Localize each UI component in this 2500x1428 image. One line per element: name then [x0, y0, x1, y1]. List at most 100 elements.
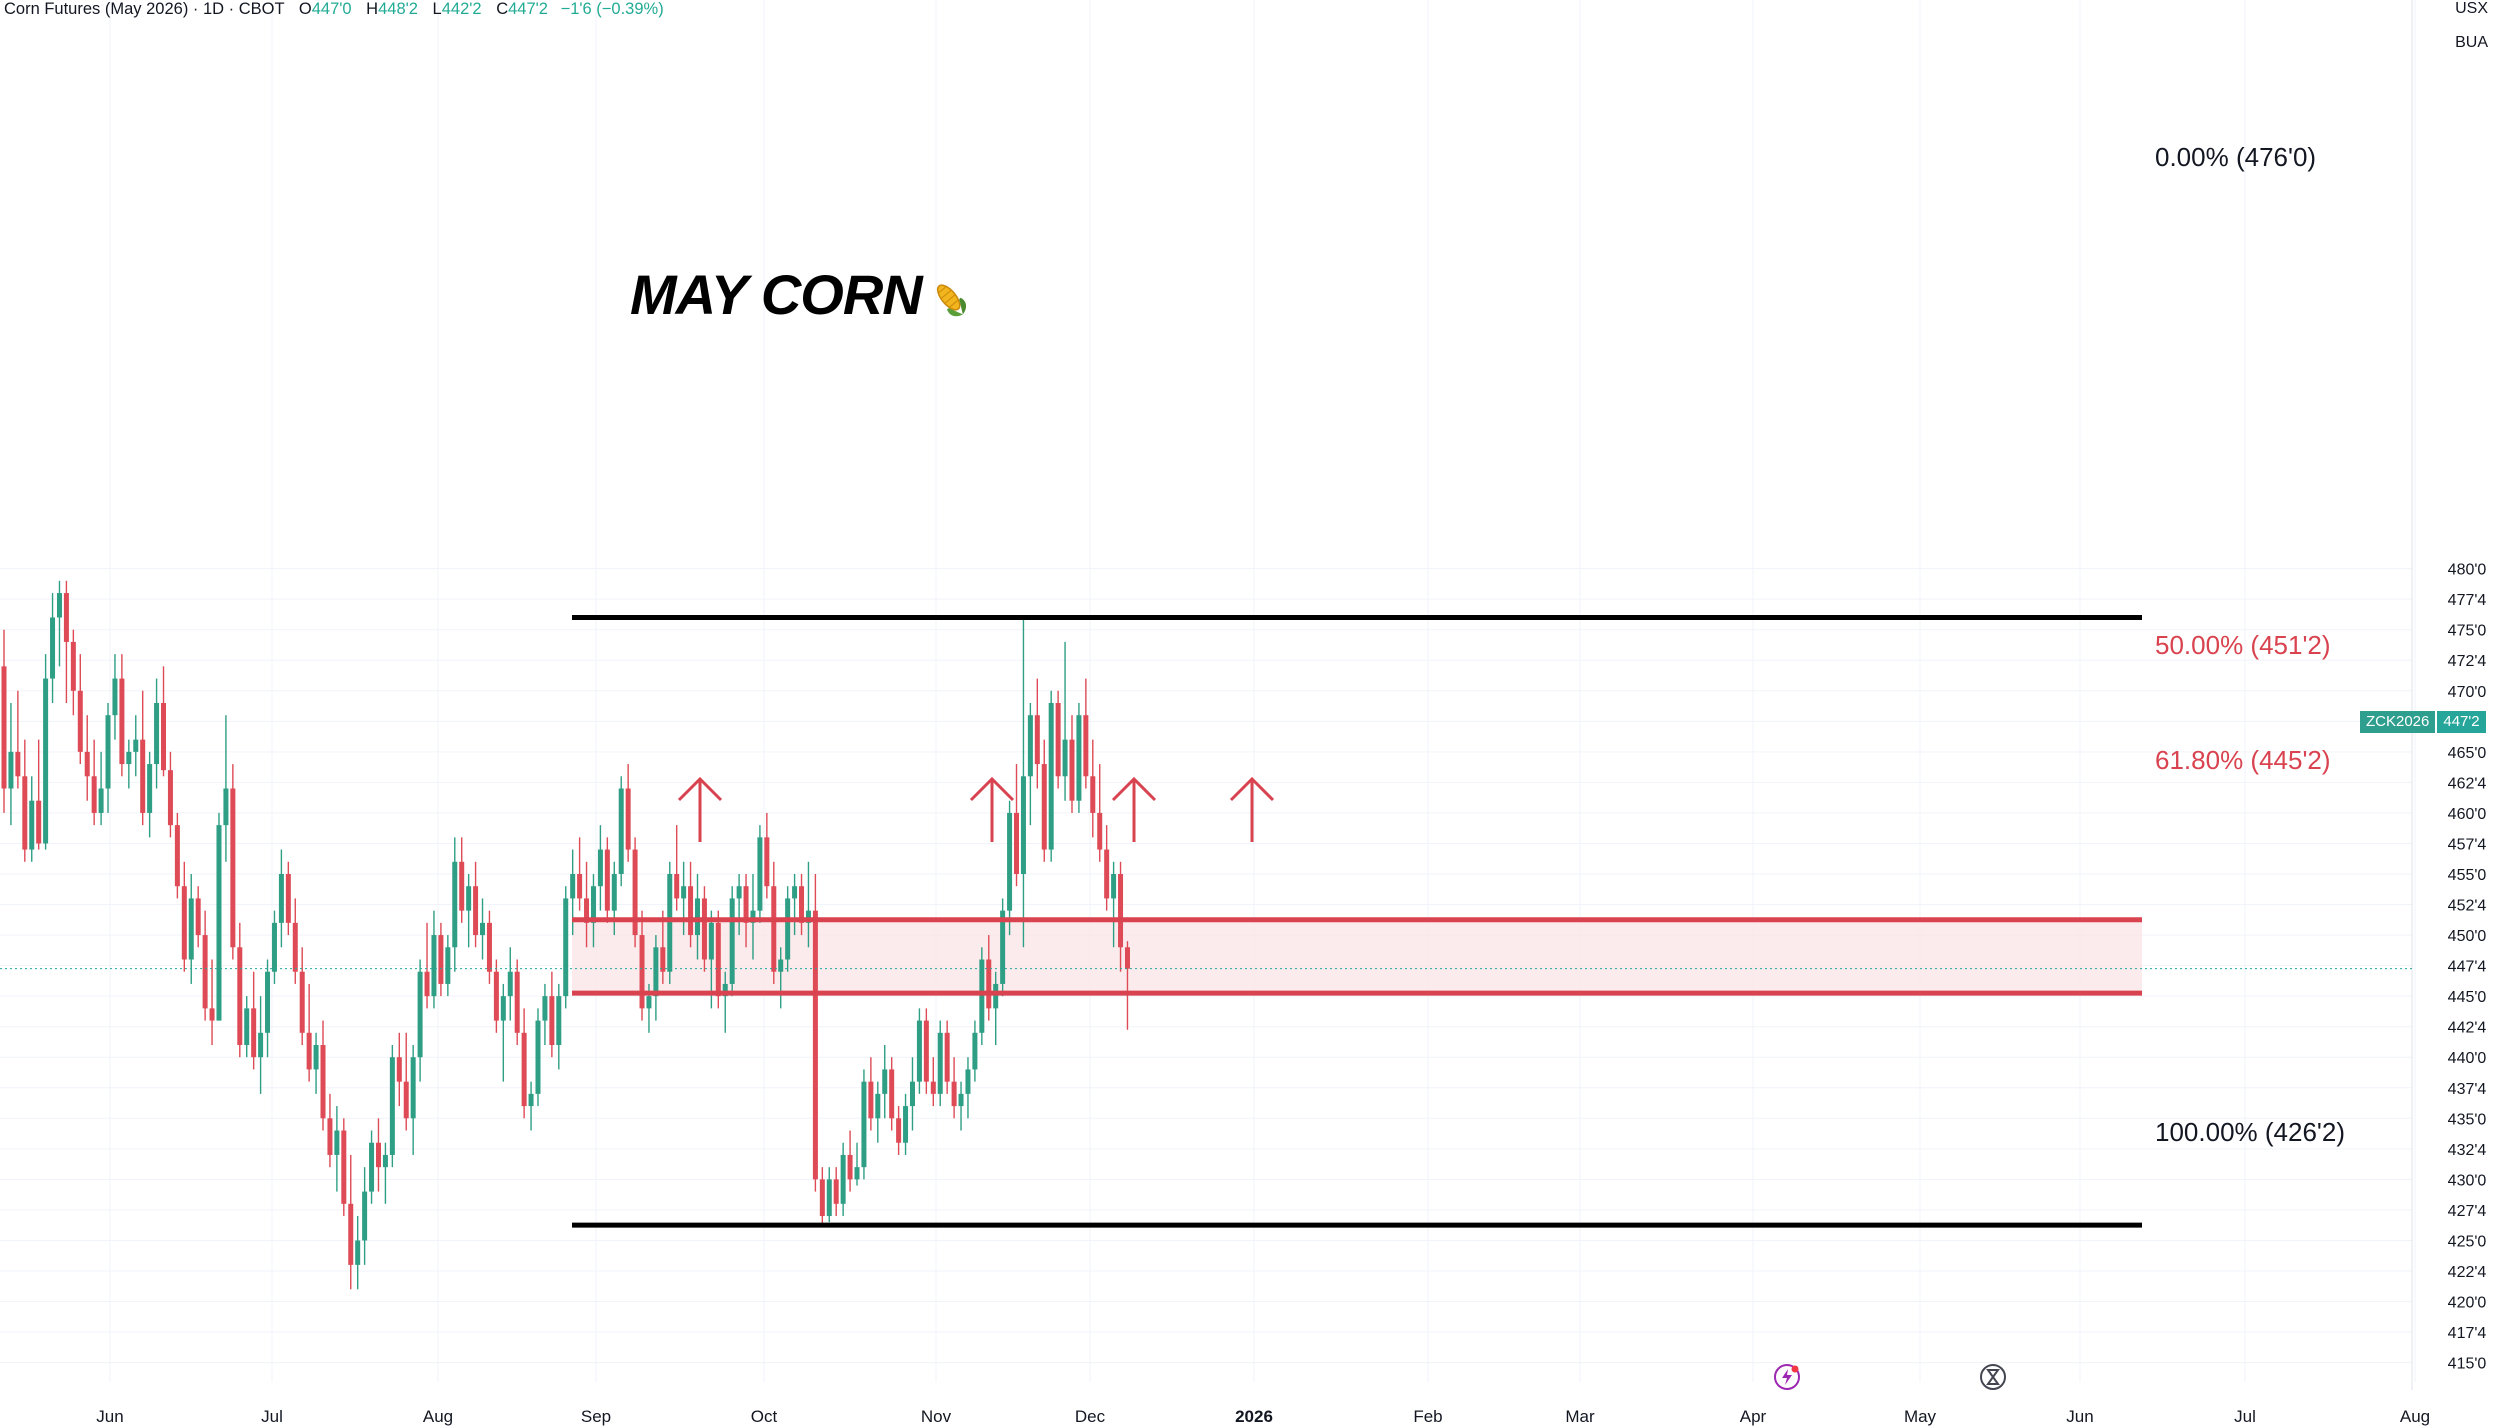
- candle-body: [889, 1069, 895, 1119]
- candle-body: [320, 1045, 326, 1119]
- candle-body: [563, 898, 569, 997]
- candle-body: [438, 935, 444, 984]
- candle-body: [785, 898, 791, 960]
- candle-body: [500, 996, 506, 1021]
- candle-body: [452, 861, 458, 948]
- candle-body: [396, 1057, 402, 1082]
- candle-body: [923, 1020, 929, 1082]
- candle-body: [1041, 764, 1047, 850]
- y-tick-label: 480'0: [2448, 562, 2487, 579]
- y-tick-label: 425'0: [2448, 1233, 2487, 1250]
- candle-body: [417, 971, 423, 1058]
- annotation-title: MAY CORN: [630, 262, 972, 327]
- candle-body: [542, 996, 548, 1021]
- candle-body: [126, 751, 132, 765]
- up-arrow-icon[interactable]: [969, 776, 1015, 842]
- up-arrow-icon[interactable]: [677, 776, 723, 842]
- up-arrow-icon[interactable]: [1111, 776, 1157, 842]
- change-value: −1'6 (−0.39%): [560, 0, 664, 18]
- candle-body: [140, 739, 146, 813]
- y-tick-label: 442'4: [2448, 1020, 2487, 1037]
- candle-body: [958, 1093, 964, 1107]
- candle-body: [112, 678, 118, 716]
- y-tick-label: 440'0: [2448, 1050, 2487, 1067]
- candle-body: [424, 971, 430, 997]
- candle-body: [278, 874, 284, 923]
- candle-body: [590, 886, 596, 923]
- candle-body: [50, 617, 56, 679]
- annotation-title-text: MAY CORN: [630, 263, 923, 326]
- y-tick-label: 452'4: [2448, 898, 2487, 915]
- candle-body: [1104, 849, 1110, 899]
- candle-body: [29, 800, 35, 850]
- candle-body: [362, 1191, 368, 1241]
- candle-body: [43, 678, 49, 844]
- candle-body: [147, 764, 153, 813]
- candle-body: [299, 971, 305, 1033]
- candle-body: [216, 825, 222, 1021]
- candle-body: [819, 1179, 825, 1217]
- candle-body: [355, 1240, 361, 1265]
- candle-body: [701, 898, 707, 960]
- candle-body: [202, 935, 208, 1009]
- last-price-value: 447'2: [2437, 711, 2486, 733]
- y-tick-label: 430'0: [2448, 1172, 2487, 1189]
- candle-body: [778, 959, 784, 972]
- candle-body: [951, 1081, 957, 1107]
- y-tick-label: 437'4: [2448, 1081, 2487, 1098]
- y-tick-label: 447'4: [2448, 959, 2487, 976]
- hourglass-icon[interactable]: [1978, 1362, 2008, 1392]
- candle-body: [265, 971, 271, 1033]
- candle-body: [909, 1081, 915, 1107]
- y-tick-label: 475'0: [2448, 623, 2487, 640]
- x-tick-label: Apr: [1740, 1407, 1767, 1426]
- candle-body: [334, 1130, 340, 1155]
- candle-body: [597, 849, 603, 887]
- candle-body: [22, 776, 28, 850]
- up-arrow-icon[interactable]: [1229, 776, 1275, 842]
- candle-body: [903, 1106, 909, 1143]
- candle-body: [119, 678, 125, 765]
- candle-body: [979, 959, 985, 1033]
- candle-body: [70, 641, 76, 691]
- candle-body: [1069, 739, 1075, 801]
- candle-body: [639, 935, 645, 1009]
- open-value: 447'0: [311, 0, 352, 18]
- lightning-icon[interactable]: [1772, 1362, 1802, 1392]
- candle-body: [306, 1032, 312, 1070]
- candle-body: [237, 947, 243, 1046]
- x-tick-label: Aug: [2400, 1407, 2430, 1426]
- candle-body: [382, 1154, 388, 1168]
- candle-body: [625, 788, 631, 850]
- candle-body: [577, 874, 583, 899]
- candle-body: [244, 1008, 250, 1046]
- candle-body: [1118, 874, 1124, 948]
- candle-body: [556, 996, 562, 1046]
- candle-body: [369, 1142, 375, 1192]
- candle-body: [1055, 702, 1061, 777]
- candle-body: [549, 996, 555, 1046]
- y-tick-label: 460'0: [2448, 806, 2487, 823]
- y-tick-label: 455'0: [2448, 867, 2487, 884]
- candle-body: [1048, 702, 1054, 850]
- candle-body: [445, 947, 451, 984]
- candle-body: [292, 922, 298, 972]
- candle-body: [375, 1142, 381, 1168]
- high-key: H: [366, 0, 379, 18]
- candle-body: [715, 922, 721, 997]
- currency-unit-label[interactable]: USX: [2455, 0, 2488, 17]
- y-tick-label: 432'4: [2448, 1142, 2487, 1159]
- y-tick-label: 427'4: [2448, 1203, 2487, 1220]
- candle-body: [514, 971, 520, 1033]
- candle-body: [98, 788, 104, 813]
- candle-body: [459, 861, 465, 911]
- x-tick-label: May: [1904, 1407, 1937, 1426]
- quantity-unit-label[interactable]: BUA: [2455, 34, 2488, 51]
- x-tick-label: Sep: [581, 1407, 611, 1426]
- y-tick-label: 417'4: [2448, 1325, 2487, 1342]
- corn-icon: [936, 284, 966, 317]
- candle-body: [91, 776, 97, 813]
- fib-label-50: 50.00% (451'2): [2155, 630, 2331, 660]
- x-tick-label: 2026: [1235, 1407, 1273, 1426]
